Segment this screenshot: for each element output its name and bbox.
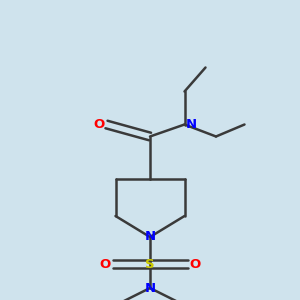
Text: O: O bbox=[100, 257, 111, 271]
Text: N: N bbox=[144, 230, 156, 244]
Text: S: S bbox=[145, 257, 155, 271]
Text: O: O bbox=[94, 118, 105, 131]
Text: N: N bbox=[144, 281, 156, 295]
Text: N: N bbox=[186, 118, 197, 131]
Text: O: O bbox=[189, 257, 200, 271]
